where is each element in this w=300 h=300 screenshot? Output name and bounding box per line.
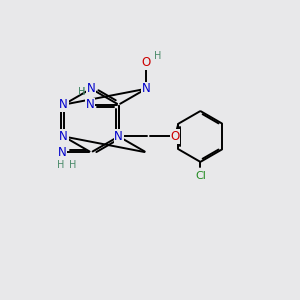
Text: O: O [142,56,151,69]
Text: H: H [154,51,162,61]
Text: H: H [78,87,85,97]
Text: H: H [69,160,76,170]
Text: N: N [58,146,67,159]
Text: N: N [59,130,68,143]
Text: N: N [87,82,95,95]
Text: Cl: Cl [195,171,206,181]
Text: O: O [170,130,180,143]
Text: N: N [86,98,94,111]
Text: N: N [59,98,68,111]
Text: H: H [78,87,85,97]
Text: N: N [142,82,151,95]
Text: N: N [114,130,123,143]
Text: H: H [57,160,65,170]
